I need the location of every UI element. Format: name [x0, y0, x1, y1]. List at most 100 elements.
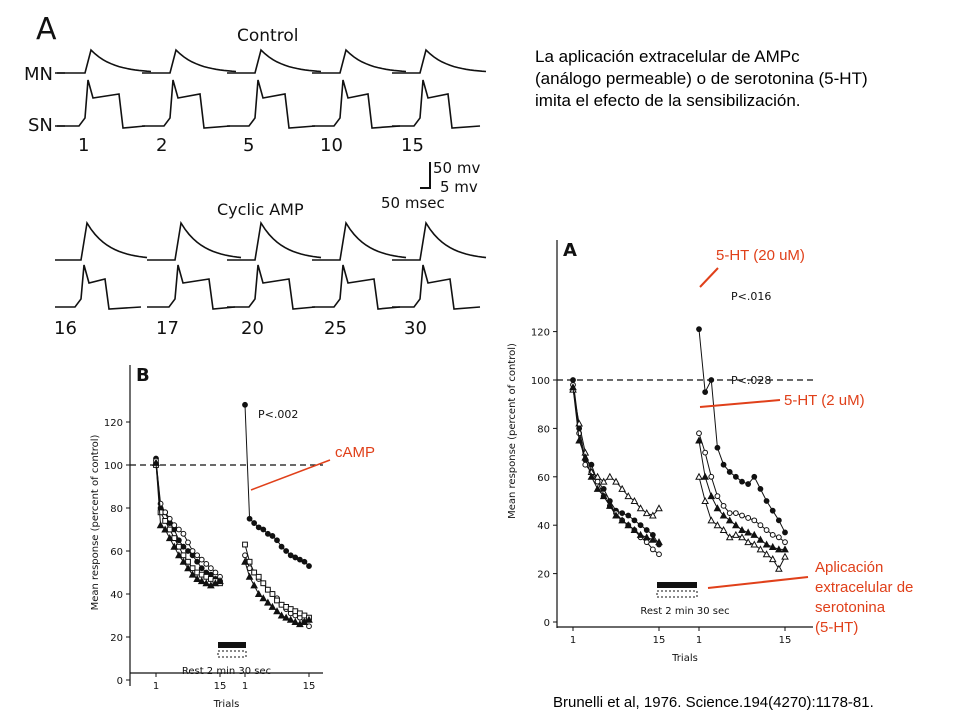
hatched-bar: [217, 650, 247, 658]
data-point: [720, 461, 727, 468]
sn-trace: [392, 264, 481, 310]
data-point: [198, 565, 205, 572]
application-annotation: Aplicación extracelular de serotonina (5…: [815, 558, 913, 638]
data-point: [750, 530, 759, 538]
data-point: [726, 469, 733, 475]
data-point: [296, 556, 303, 563]
trace-pair: [227, 48, 322, 129]
data-point: [643, 527, 650, 533]
trace-pair: [392, 220, 487, 310]
data-point: [702, 389, 709, 396]
sn-trace: [392, 79, 481, 129]
caption-line: imita el efecto de la sensibilización.: [535, 91, 801, 110]
data-point: [612, 511, 620, 519]
data-point: [714, 493, 721, 500]
data-point: [194, 558, 201, 565]
data-point: [618, 516, 626, 524]
data-point: [593, 472, 602, 480]
panel-letter: A: [563, 240, 577, 261]
data-point: [624, 492, 633, 500]
data-point: [593, 484, 602, 492]
x-tick-label: 15: [303, 681, 316, 692]
p-value-label: P<.028: [731, 374, 771, 387]
annotation-line: Aplicación: [815, 559, 884, 576]
y-tick-label: 20: [110, 633, 123, 644]
y-tick-label: 0: [544, 618, 550, 629]
data-point: [242, 552, 248, 559]
data-point: [725, 516, 734, 524]
data-point: [269, 591, 276, 597]
data-point: [250, 581, 258, 589]
data-point: [175, 551, 183, 559]
data-point: [624, 521, 633, 529]
y-axis-label: Mean response (percent of control): [507, 343, 518, 519]
sn-trace: [147, 264, 236, 310]
data-point: [750, 540, 759, 548]
data-point: [656, 551, 662, 558]
data-point: [157, 509, 164, 516]
data-point: [184, 564, 192, 572]
trial-number: 30: [404, 318, 427, 339]
data-point: [756, 535, 765, 543]
data-point: [287, 552, 294, 559]
series-line: [698, 433, 786, 543]
x-tick-label: 15: [214, 681, 227, 692]
x-tick-label: 15: [653, 635, 666, 646]
x-tick-label: 1: [153, 681, 159, 692]
y-tick-label: 100: [104, 461, 123, 472]
data-point: [631, 517, 638, 524]
y-axis-label: Mean response (percent of control): [90, 435, 101, 611]
sn-trace: [312, 79, 401, 129]
data-point: [732, 530, 740, 538]
camp-annotation: cAMP: [335, 444, 376, 461]
data-point: [781, 545, 789, 553]
data-point: [775, 564, 783, 572]
trace-pair: [312, 48, 407, 129]
data-point: [203, 561, 210, 567]
data-point: [171, 522, 178, 529]
data-point: [739, 478, 745, 485]
data-point: [696, 430, 702, 437]
annotation-line: extracelular de: [815, 579, 914, 596]
data-point: [241, 557, 249, 565]
data-point: [251, 569, 258, 576]
data-point: [757, 486, 764, 492]
data-point: [649, 511, 657, 519]
data-point: [738, 533, 746, 541]
data-point: [283, 548, 290, 554]
data-point: [696, 326, 702, 333]
y-tick-label: 80: [110, 504, 123, 515]
data-point: [198, 556, 205, 563]
data-point: [720, 502, 727, 509]
data-point: [642, 533, 651, 541]
annotation-line: serotonina: [815, 599, 886, 616]
caption-line: La aplicación extracelular de AMPc: [535, 47, 800, 66]
data-point: [185, 539, 191, 546]
scale-5mv: 5 mv: [440, 178, 478, 196]
x-axis-label: Trials: [671, 653, 698, 664]
rest-label: Rest 2 min 30 sec: [640, 606, 729, 617]
data-point: [782, 539, 788, 546]
mn-label: MN: [24, 64, 53, 85]
data-point: [701, 496, 709, 504]
data-point: [751, 473, 758, 480]
data-point: [649, 535, 657, 543]
p-value-label: P<.016: [731, 290, 771, 303]
trace-pair: [147, 220, 242, 310]
data-point: [732, 510, 739, 517]
sn-trace: [227, 79, 316, 129]
mn-trace: [55, 220, 148, 261]
data-point: [636, 504, 645, 512]
data-point: [768, 542, 777, 550]
data-point: [274, 597, 280, 604]
ht20-annotation: 5-HT (20 uM): [716, 247, 805, 264]
data-point: [612, 477, 620, 485]
data-point: [695, 472, 703, 480]
data-point: [570, 377, 576, 383]
data-point: [162, 518, 169, 524]
data-point: [630, 525, 639, 534]
data-point: [719, 511, 728, 519]
mn-trace: [312, 48, 407, 74]
sn-trace: [55, 264, 142, 310]
data-point: [725, 533, 734, 541]
